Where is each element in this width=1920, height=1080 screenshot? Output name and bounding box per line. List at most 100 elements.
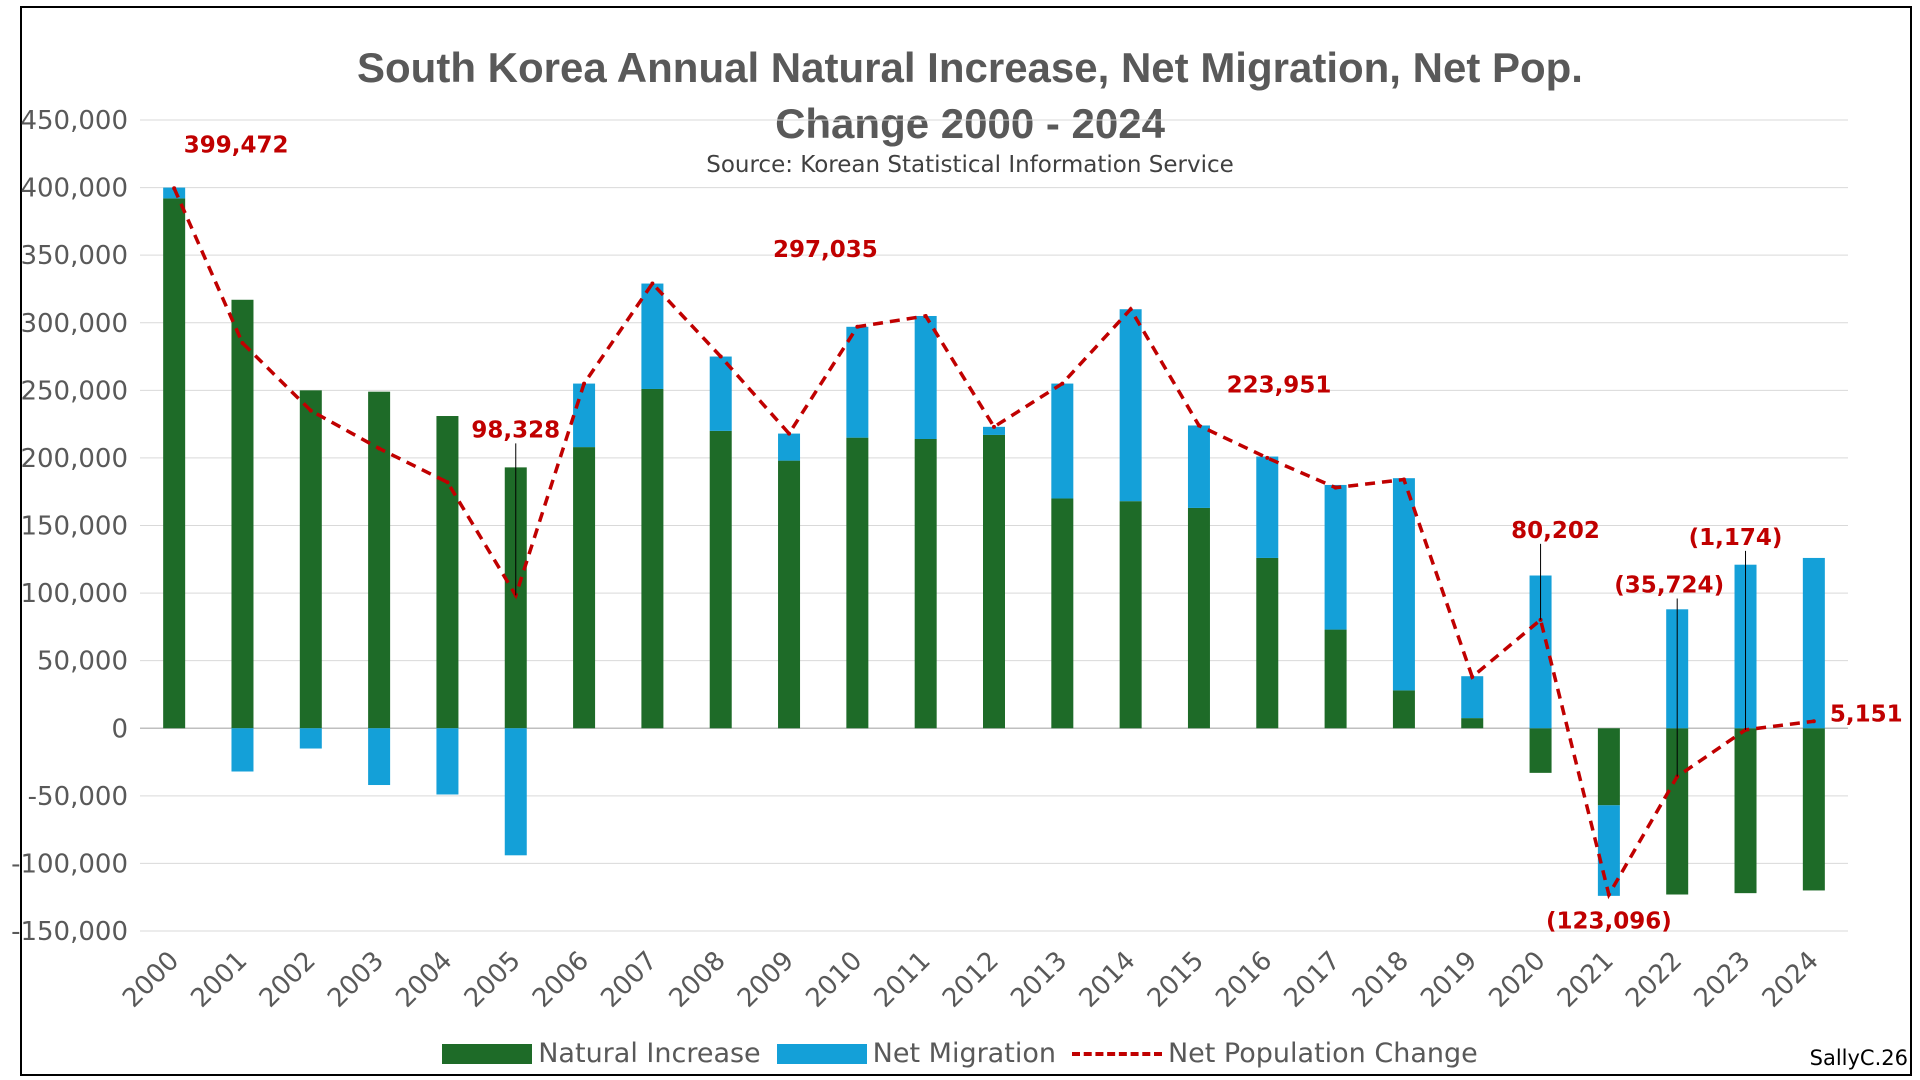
bar-net-migration <box>368 728 391 786</box>
net-change-data-label: (1,174) <box>1689 525 1783 551</box>
bar-net-migration <box>299 728 322 749</box>
x-tick-label: 2008 <box>664 946 732 1014</box>
x-tick-label: 2022 <box>1620 946 1688 1014</box>
x-tick-label: 2021 <box>1552 946 1620 1014</box>
bar-natural-increase <box>1529 728 1552 773</box>
y-tick-label: 150,000 <box>20 512 128 542</box>
x-tick-label: 2014 <box>1074 946 1142 1014</box>
x-tick-label: 2010 <box>800 946 868 1014</box>
net-population-point <box>1333 485 1338 490</box>
x-tick-label: 2005 <box>459 946 527 1014</box>
y-tick-label: 350,000 <box>20 241 128 271</box>
bar-net-migration <box>1187 425 1210 508</box>
bar-net-migration <box>1119 309 1142 502</box>
chart-subtitle: Source: Korean Statistical Information S… <box>706 152 1234 178</box>
net-change-data-label: 297,035 <box>773 237 878 263</box>
chart-title-line-1: South Korea Annual Natural Increase, Net… <box>357 44 1583 91</box>
net-population-point <box>923 313 928 318</box>
bar-natural-increase <box>299 390 322 729</box>
bar-natural-increase <box>914 438 937 729</box>
y-tick-label: 50,000 <box>37 647 128 677</box>
bar-natural-increase <box>1802 728 1825 891</box>
bar-natural-increase <box>1597 728 1620 806</box>
net-change-data-label: (123,096) <box>1546 909 1672 935</box>
bar-natural-increase <box>1187 507 1210 729</box>
net-population-point <box>787 431 792 436</box>
net-population-point <box>1470 674 1475 679</box>
legend-item-net-population-change: Net Population Change <box>1071 1038 1478 1069</box>
bar-net-migration <box>983 426 1005 435</box>
bar-natural-increase <box>1119 501 1142 729</box>
net-change-data-label: 399,472 <box>184 132 289 158</box>
y-tick-label: -150,000 <box>11 917 128 947</box>
net-population-point <box>1606 892 1611 897</box>
net-population-point <box>1128 307 1133 312</box>
bar-natural-increase <box>709 430 732 729</box>
author-credit: SallyC.26 <box>1809 1046 1908 1070</box>
bar-natural-increase <box>1324 629 1347 729</box>
net-population-point <box>1196 423 1201 428</box>
chart-frame <box>20 6 1912 1076</box>
x-tick-label: 2006 <box>527 946 595 1014</box>
bar-natural-increase <box>1461 718 1484 729</box>
bar-natural-increase <box>1666 728 1689 895</box>
net-change-data-label: 5,151 <box>1830 701 1903 727</box>
bar-natural-increase <box>368 391 391 729</box>
bar-net-migration <box>1529 575 1552 729</box>
bar-net-migration <box>436 728 459 795</box>
bar-net-migration <box>846 326 869 438</box>
x-tick-label: 2015 <box>1142 946 1210 1014</box>
y-tick-label: 100,000 <box>20 579 128 609</box>
legend-label-net-migration: Net Migration <box>872 1038 1056 1069</box>
x-tick-label: 2023 <box>1688 946 1756 1014</box>
x-tick-label: 2017 <box>1279 946 1347 1014</box>
x-tick-label: 2020 <box>1484 946 1552 1014</box>
legend-item-net-migration: Net Migration <box>776 1038 1056 1069</box>
net-population-point <box>1265 455 1270 460</box>
bar-net-migration <box>1802 557 1825 729</box>
bar-net-migration <box>1256 456 1279 558</box>
y-tick-label: 300,000 <box>20 309 128 339</box>
chart-plot: -150,000 -100,000 -50,000 0 50,000 100,000 150… <box>11 106 1903 1014</box>
net-population-point <box>377 446 382 451</box>
net-population-point <box>240 341 245 346</box>
bar-natural-increase <box>983 434 1005 729</box>
bar-natural-increase <box>641 388 664 729</box>
y-tick-label: 200,000 <box>20 444 128 474</box>
bar-net-migration <box>1461 676 1484 719</box>
y-tick-label: 400,000 <box>20 174 128 204</box>
bar-net-migration <box>573 383 596 448</box>
net-population-point <box>308 408 313 413</box>
net-change-data-label: 98,328 <box>471 417 560 443</box>
y-tick-label: 0 <box>111 714 128 744</box>
legend-swatch-net-migration <box>776 1043 867 1064</box>
chart-legend: Natural Increase Net Migration Net Popul… <box>0 1038 1920 1069</box>
bar-natural-increase <box>573 447 596 729</box>
bar-net-migration <box>231 728 254 772</box>
bar-net-migration <box>914 315 937 439</box>
bar-natural-increase <box>778 460 801 729</box>
bar-net-migration <box>1051 383 1074 499</box>
bar-natural-increase <box>1051 498 1074 729</box>
y-tick-label: 450,000 <box>20 106 128 136</box>
legend-label-natural-increase: Natural Increase <box>538 1038 761 1069</box>
x-tick-label: 2007 <box>595 946 663 1014</box>
bar-natural-increase <box>163 198 186 729</box>
net-change-data-label: 223,951 <box>1227 373 1332 399</box>
net-change-data-label: (35,724) <box>1614 573 1724 599</box>
x-tick-label: 2012 <box>937 946 1005 1014</box>
x-tick-label: 2013 <box>1005 946 1073 1014</box>
chart-title-line-2: Change 2000 - 2024 <box>775 100 1165 147</box>
x-tick-label: 2019 <box>1415 946 1483 1014</box>
net-population-point <box>992 424 996 429</box>
net-population-point <box>855 324 860 329</box>
bar-net-migration <box>641 283 664 389</box>
y-tick-label: -100,000 <box>11 849 128 879</box>
net-population-point <box>650 281 655 286</box>
x-tick-label: 2018 <box>1347 946 1415 1014</box>
bar-net-migration <box>778 433 801 461</box>
bar-natural-increase <box>846 437 869 729</box>
y-tick-label: -50,000 <box>28 782 128 812</box>
net-population-point <box>172 186 177 191</box>
net-population-point <box>445 480 450 485</box>
